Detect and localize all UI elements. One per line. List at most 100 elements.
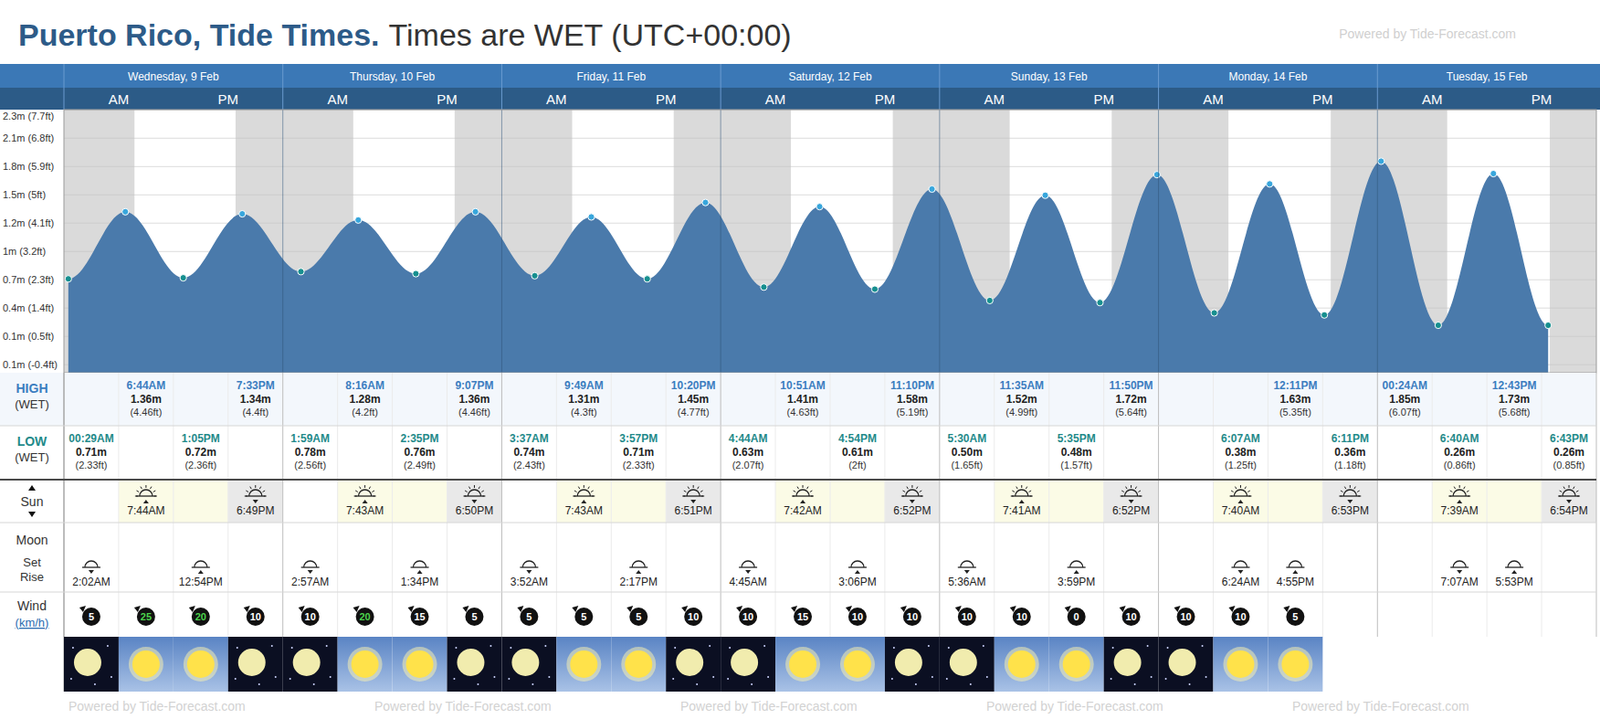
- horizon: [738, 566, 758, 568]
- moonrise-time: 3:06PM: [838, 575, 876, 589]
- tide-point: [64, 275, 72, 283]
- sun-glow: [128, 646, 164, 682]
- sun-ray: [1466, 490, 1470, 493]
- wind-circle: [574, 607, 593, 626]
- table-divider: [1157, 372, 1159, 637]
- y-tick-label: 2.3m (7.7ft): [2, 110, 54, 122]
- sun-arc: [1452, 489, 1466, 496]
- moonset-time: 2:02AM: [72, 575, 110, 589]
- wind-circle: [246, 607, 265, 626]
- star: [927, 644, 930, 647]
- wind-circle: [629, 607, 648, 626]
- weather-icon: [392, 636, 448, 692]
- star: [1167, 646, 1169, 649]
- tide-height: 1.73m: [1498, 392, 1530, 406]
- tide-point: [1210, 309, 1218, 316]
- weather-icon: [228, 636, 284, 692]
- tide-height-ft: (1.57ft): [1060, 459, 1093, 471]
- weather-icon: [1049, 636, 1105, 692]
- star: [313, 683, 316, 685]
- wind-icon: 5: [462, 605, 484, 626]
- tide-point: [1266, 180, 1274, 188]
- sun-cell: [939, 480, 995, 523]
- tide-height: 0.71m: [622, 445, 654, 459]
- tide-height: 1.85m: [1389, 392, 1421, 406]
- sunrise-time: 7:41AM: [1002, 504, 1041, 517]
- wind-speed: 10: [742, 610, 754, 622]
- horizon: [245, 494, 266, 496]
- tide-time: 3:37AM: [509, 431, 549, 445]
- tide-height: 0.26m: [1553, 445, 1585, 459]
- star: [763, 644, 766, 647]
- moon-arrow: [307, 569, 314, 574]
- sun-ray: [1568, 484, 1570, 488]
- sun-ray: [1231, 490, 1234, 493]
- horizon: [573, 494, 594, 496]
- tide-point: [472, 208, 479, 215]
- tide-height-ft: (2.49ft): [403, 459, 436, 471]
- weather-bg: [610, 636, 666, 692]
- wind-icon: 10: [681, 605, 703, 626]
- sun: [624, 650, 653, 678]
- tide-height: 0.74m: [513, 445, 545, 459]
- sun-ray: [574, 490, 578, 493]
- sun-arc: [577, 489, 590, 496]
- sun-ray: [915, 486, 918, 490]
- footer-watermark: Powered by Tide-Forecast.com: [680, 698, 858, 714]
- tide-time: 10:51AM: [779, 378, 825, 392]
- star: [726, 677, 729, 680]
- horizon: [519, 566, 538, 568]
- horizon: [136, 494, 157, 496]
- day-divider: [938, 109, 940, 373]
- table-divider: [117, 372, 119, 637]
- star: [507, 677, 510, 680]
- sunrise-time: 7:39AM: [1440, 504, 1478, 517]
- sun-ray: [807, 486, 810, 490]
- sun-cell: [556, 480, 611, 523]
- moonset-icon: [738, 560, 758, 574]
- tide-height: 1.36m: [458, 392, 490, 406]
- tide-height: 1.41m: [787, 392, 819, 406]
- sun-ray: [1448, 495, 1452, 497]
- horizon: [683, 494, 704, 496]
- weather-icon: [830, 636, 885, 692]
- star: [452, 677, 455, 680]
- wind-circle: [519, 607, 538, 626]
- y-tick-label: 2.1m (6.8ft): [2, 132, 54, 144]
- weather-icon: [1213, 636, 1269, 692]
- sun-arrow: [1237, 499, 1243, 504]
- horizon: [191, 566, 211, 568]
- wind-circle: [1231, 607, 1250, 626]
- header-divider: [282, 63, 284, 110]
- wind-icon: 5: [516, 605, 538, 626]
- weather-bg: [720, 636, 776, 692]
- sun-ray: [364, 484, 366, 488]
- ampm-label: PM: [655, 91, 677, 107]
- row-label: LOW: [17, 433, 48, 449]
- wind-circle: [356, 607, 375, 626]
- sun-cell: [1486, 480, 1542, 523]
- wind-speed: 10: [1234, 610, 1246, 622]
- sun: [569, 650, 598, 678]
- table-divider: [1322, 372, 1324, 637]
- star: [476, 683, 479, 685]
- sun-ray: [572, 495, 576, 497]
- unit-link[interactable]: (km/h): [15, 615, 50, 630]
- footer-watermark: Powered by Tide-Forecast.com: [986, 698, 1164, 714]
- sun-ray: [1450, 490, 1453, 493]
- sun-ray: [1340, 490, 1344, 493]
- row-label: Rise: [20, 569, 44, 584]
- weather-icon: [720, 636, 776, 692]
- tide-height-ft: (2.33ft): [622, 459, 655, 471]
- table-divider: [1103, 372, 1105, 637]
- tide-point: [760, 284, 768, 291]
- table-divider: [1267, 372, 1269, 637]
- wind-circle: [301, 607, 320, 626]
- weather-icon: [1267, 636, 1323, 692]
- tide-time: 12:11PM: [1273, 378, 1317, 392]
- wind-icon: 20: [353, 605, 375, 626]
- tide-point: [1490, 169, 1497, 177]
- wind-circle: [464, 607, 484, 626]
- footer-watermark: Powered by Tide-Forecast.com: [1292, 698, 1470, 714]
- sun-ray: [1240, 484, 1242, 488]
